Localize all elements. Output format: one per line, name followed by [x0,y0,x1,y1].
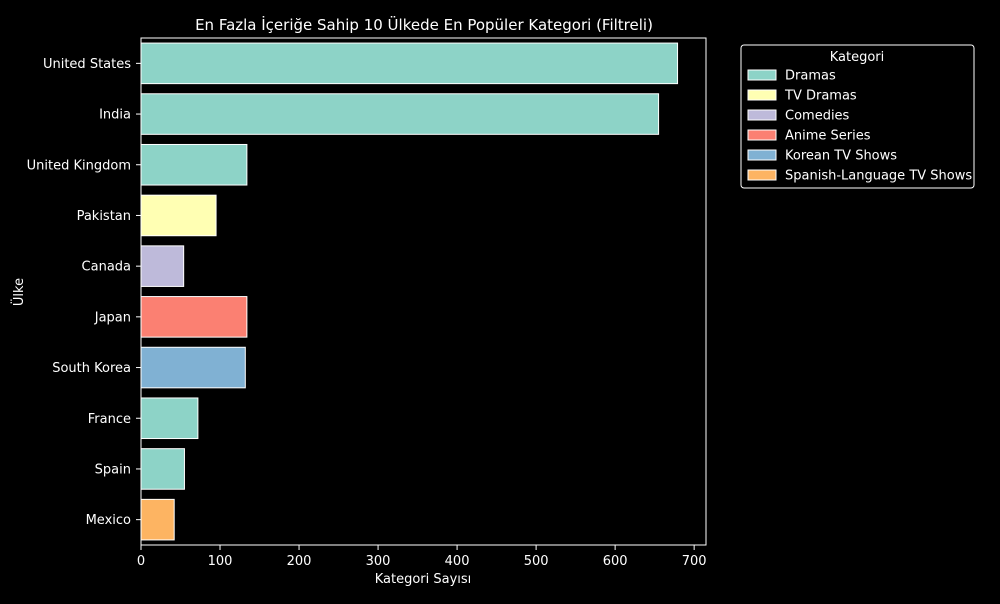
y-tick-label: Pakistan [77,209,131,224]
y-tick-label: India [99,108,131,123]
bar [140,93,660,135]
y-tick-label: France [88,412,131,427]
bar [140,194,217,237]
legend-label: Anime Series [785,129,871,144]
legend: Kategori Dramas TV Dramas Comedies Anime Se… [740,44,975,189]
bar [140,245,185,287]
bar [140,498,175,541]
x-tick-label: 400 [445,554,470,569]
legend-label: Comedies [785,109,850,124]
y-axis-label: Ülke [10,278,27,306]
legend-swatch [747,169,777,181]
plot-frame [140,37,707,546]
x-tick-label: 200 [287,554,312,569]
legend-label: TV Dramas [784,89,857,104]
legend-items: Dramas TV Dramas Comedies Anime Series Korea… [747,69,972,184]
bar [140,42,679,85]
y-tick-label: United States [43,57,131,72]
x-tick-label: 500 [524,554,549,569]
bar [140,397,199,440]
legend-label: Korean TV Shows [785,149,897,164]
x-tick-label: 100 [208,554,233,569]
y-axis: United States India United Kingdom Pakistan… [27,57,141,528]
x-axis: 0 100 200 300 400 500 600 700 [137,545,707,569]
legend-label: Dramas [785,69,836,84]
y-tick-label: Japan [94,310,131,325]
legend-swatch [747,129,777,141]
chart-title: En Fazla İçeriğe Sahip 10 Ülkede En Popü… [195,15,653,34]
x-tick-label: 700 [682,554,707,569]
legend-label: Spanish-Language TV Shows [785,169,972,184]
y-tick-label: United Kingdom [27,158,131,173]
legend-swatch [747,89,777,101]
x-tick-label: 0 [137,554,145,569]
legend-swatch [747,109,777,121]
legend-swatch [747,69,777,81]
x-tick-label: 600 [603,554,628,569]
bar [140,143,248,186]
y-tick-label: Spain [95,462,131,477]
bar [140,296,248,338]
x-axis-label: Kategori Sayısı [375,572,472,587]
bars-group [140,42,679,541]
legend-swatch [747,149,777,161]
bar [140,346,246,389]
legend-frame [740,44,975,189]
x-tick-label: 300 [366,554,391,569]
bar [140,448,185,490]
legend-title: Kategori [830,50,885,65]
y-tick-label: Canada [82,260,131,275]
y-tick-label: South Korea [52,361,131,376]
y-tick-label: Mexico [86,513,131,528]
